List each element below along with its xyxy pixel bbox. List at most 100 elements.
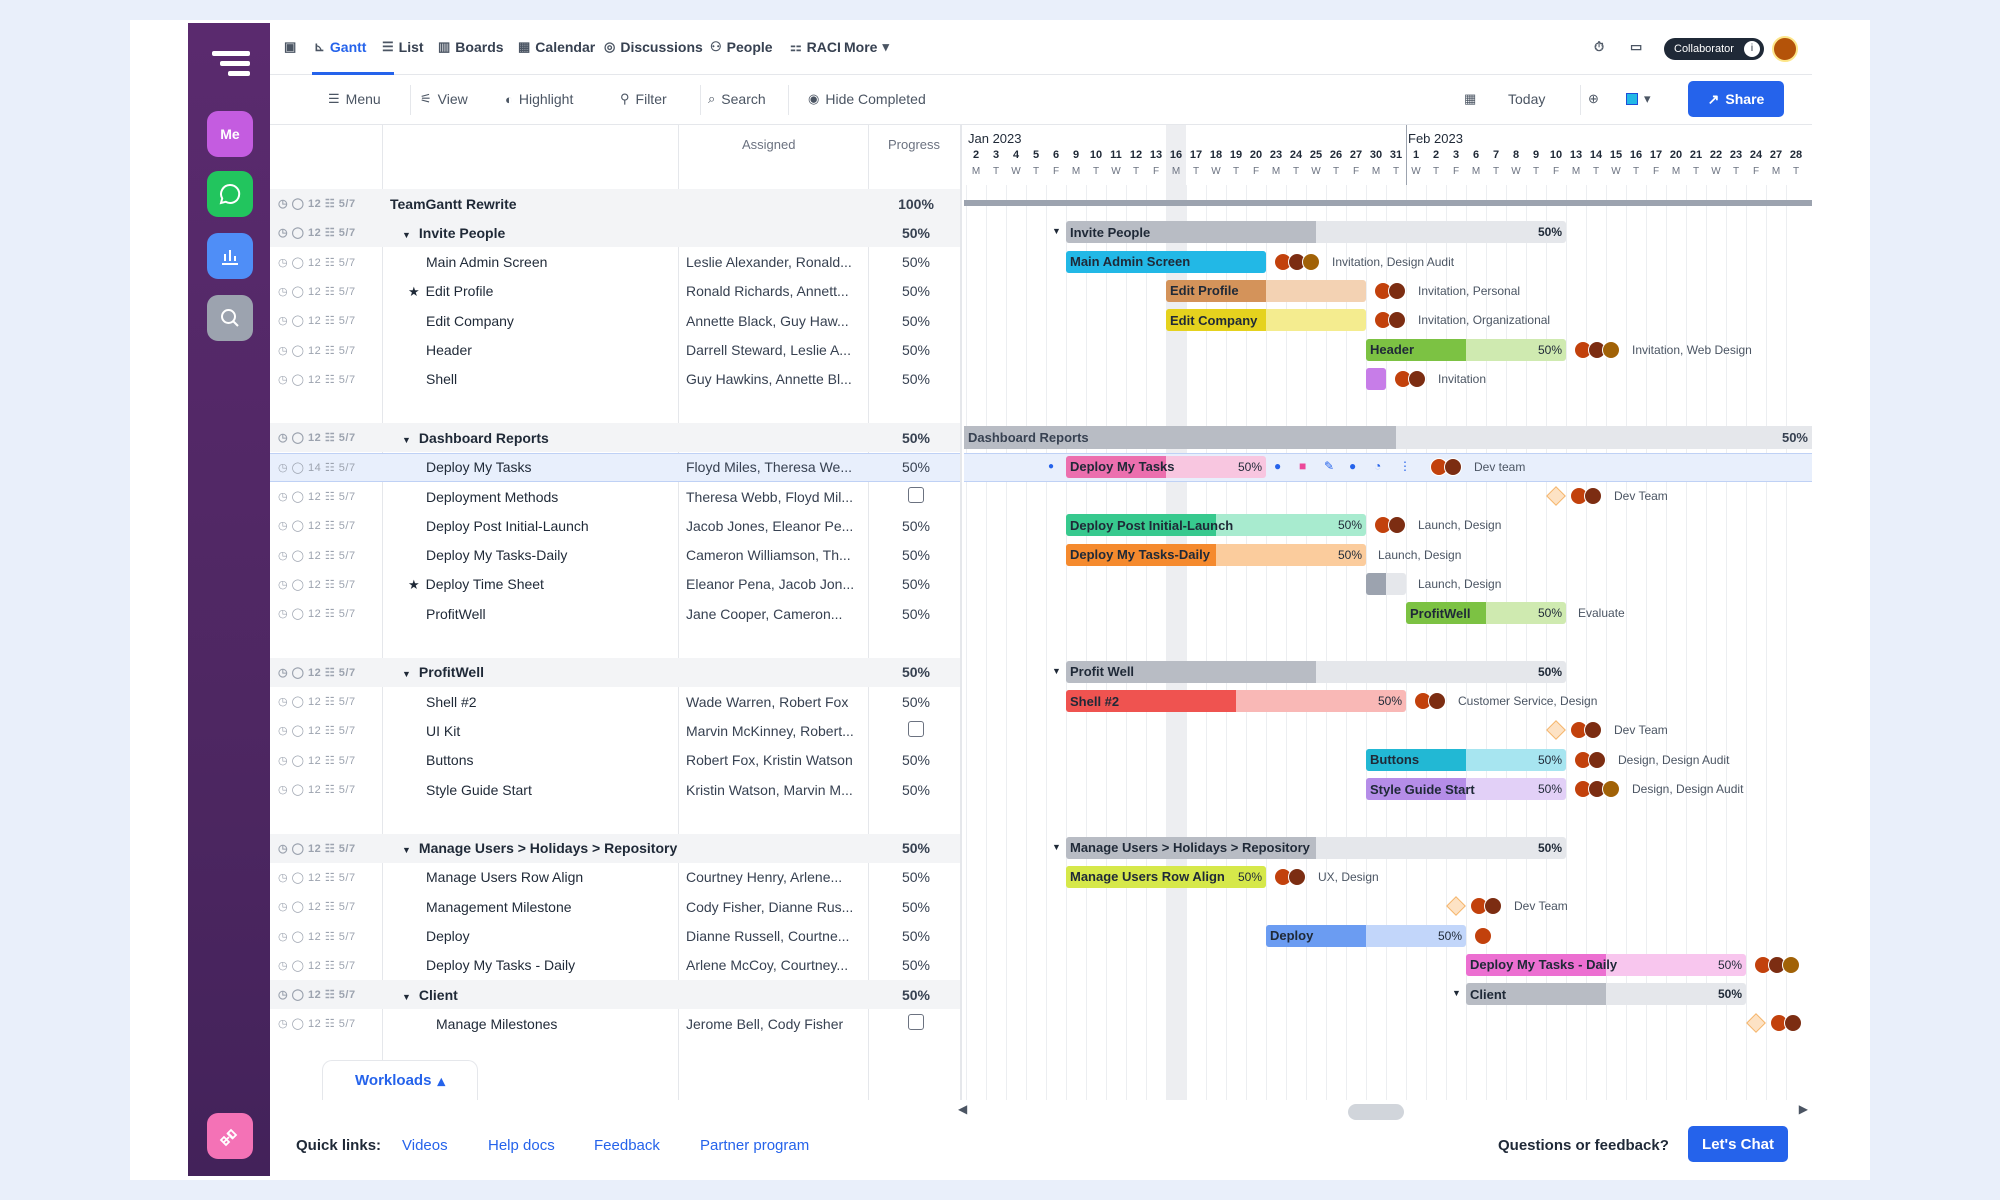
progress-cell[interactable]: 50% [901,986,931,1003]
progress-cell[interactable] [876,487,956,506]
row-meta[interactable]: ◷ ◯ 12 ☷ 5/7 [278,724,378,737]
assignee-avatars[interactable] [1470,897,1502,916]
tab-list[interactable]: ☰ List [382,39,424,55]
table-row[interactable]: ◷ ◯ 12 ☷ 5/7 Deployment Methods Theresa We… [270,482,960,511]
progress-cell[interactable]: 50% [901,371,931,388]
complete-checkbox[interactable] [908,1014,924,1031]
row-meta[interactable]: ◷ ◯ 12 ☷ 5/7 [278,988,378,1001]
assigned-cell[interactable]: Robert Fox, Kristin Watson [686,752,853,769]
tab-discussions[interactable]: ◎ Discussions [604,39,703,55]
user-avatar[interactable] [1772,36,1798,62]
filter-button[interactable]: ⚲ Filter [620,91,667,107]
assigned-cell[interactable]: Leslie Alexander, Ronald... [686,254,852,271]
table-row[interactable]: ◷ ◯ 12 ☷ 5/7 Deploy My Tasks-Daily Cameron… [270,541,960,570]
group-bar[interactable]: Manage Users > Holidays > Repository 50% [1066,836,1566,859]
task-name[interactable]: Style Guide Start [390,782,680,798]
row-meta[interactable]: ◷ ◯ 12 ☷ 5/7 [278,783,378,796]
collapse-caret-icon[interactable]: ▼ [402,229,411,240]
task-name[interactable]: ▼ Dashboard Reports [390,430,680,446]
progress-cell[interactable]: 50% [901,898,931,915]
row-meta[interactable]: ◷ ◯ 12 ☷ 5/7 [278,959,378,972]
task-bar[interactable]: Header 50% [1366,338,1566,361]
chat-icon[interactable] [207,171,253,217]
assignee-avatars[interactable] [1570,721,1602,740]
present-icon[interactable]: ▭ [1630,39,1643,54]
progress-column-header[interactable]: Progress [888,137,941,152]
row-meta[interactable]: ◷ ◯ 12 ☷ 5/7 [278,256,378,269]
highlight-button[interactable]: ◐ Highlight [505,91,573,107]
task-bar[interactable]: Deploy My Tasks - Daily 50% [1466,953,1746,976]
edit-icon[interactable]: ✎ [1324,458,1335,473]
assign-user-icon[interactable]: ● [1349,458,1357,473]
assigned-column-header[interactable]: Assigned [742,137,796,152]
progress-cell[interactable]: 50% [901,517,931,534]
collapse-caret-icon[interactable]: ▼ [402,434,411,445]
table-row[interactable]: ◷ ◯ 12 ☷ 5/7 Buttons Robert Fox, Kristin W… [270,746,960,775]
table-row[interactable]: ◷ ◯ 12 ☷ 5/7 Manage Milestones Jerome Bell… [270,1009,960,1038]
milestone-diamond[interactable] [1546,720,1566,741]
row-meta[interactable]: ◷ ◯ 12 ☷ 5/7 [278,549,378,562]
assignee-avatars[interactable] [1274,252,1320,271]
milestone-diamond[interactable] [1546,486,1566,506]
assigned-cell[interactable]: Darrell Steward, Leslie A... [686,342,851,358]
table-row[interactable]: ◷ ◯ 12 ☷ 5/7 ▼ Invite People 50% [270,218,960,248]
assigned-cell[interactable]: Wade Warren, Robert Fox [686,693,849,710]
task-name[interactable]: ProfitWell [390,606,680,622]
assignee-avatars[interactable] [1414,692,1446,711]
progress-cell[interactable]: 50% [901,664,931,681]
color-swatch-icon[interactable]: ■ [1299,458,1307,473]
calendar-icon[interactable]: ▦ [1464,91,1477,106]
table-row[interactable]: ◷ ◯ 12 ☷ 5/7 Shell #2 Wade Warren, Robert … [270,687,960,716]
table-row[interactable]: ◷ ◯ 12 ☷ 5/7 ▼ Manage Users > Holidays > R… [270,833,960,863]
collapse-caret-icon[interactable]: ▼ [1052,226,1061,237]
scroll-thumb[interactable] [1348,1104,1404,1120]
progress-cell[interactable]: 50% [901,254,931,271]
tab-raci[interactable]: ⚏ RACI [790,39,841,55]
task-name[interactable]: ★ Edit Profile [390,283,680,300]
assignee-avatars[interactable] [1274,867,1306,886]
assigned-cell[interactable]: Eleanor Pena, Jacob Jon... [686,576,855,593]
help-docs-link[interactable]: Help docs [488,1137,555,1154]
table-row[interactable]: ◷ ◯ 12 ☷ 5/7 Deploy My Tasks - Daily Arlen… [270,951,960,980]
more-options-icon[interactable]: ⋮ [1399,458,1411,473]
assigned-cell[interactable]: Marvin McKinney, Robert... [686,722,854,739]
assignee-avatars[interactable] [1570,487,1602,505]
task-bar[interactable]: Deploy My Tasks-Daily 50% [1066,543,1366,566]
task-name[interactable]: Deploy [390,928,680,944]
table-row[interactable]: ◷ ◯ 12 ☷ 5/7 Header Darrell Steward, Lesli… [270,336,960,365]
task-name[interactable]: ★ Deploy Time Sheet [390,576,680,593]
reports-icon[interactable] [207,233,253,279]
table-row[interactable]: ◷ ◯ 12 ☷ 5/7 ▼ ProfitWell 50% [270,657,960,687]
zoom-icon[interactable]: ⊕ [1588,91,1599,106]
assigned-cell[interactable]: Guy Hawkins, Annette Bl... [686,371,852,388]
assignee-avatars[interactable] [1394,369,1426,388]
assigned-cell[interactable]: Courtney Henry, Arlene... [686,869,843,886]
progress-cell[interactable]: 50% [901,224,931,241]
row-meta[interactable]: ◷ ◯ 12 ☷ 5/7 [278,314,378,327]
row-meta[interactable]: ◷ ◯ 14 ☷ 5/7 [278,461,378,474]
row-meta[interactable]: ◷ ◯ 12 ☷ 5/7 [278,695,378,708]
group-bar[interactable]: Dashboard Reports 50% [964,426,1812,450]
table-row[interactable]: ◷ ◯ 12 ☷ 5/7 Deploy Post Initial-Launch Ja… [270,511,960,540]
row-meta[interactable]: ◷ ◯ 12 ☷ 5/7 [278,930,378,943]
task-name[interactable]: Deploy Post Initial-Launch [390,518,680,534]
table-row[interactable]: ◷ ◯ 12 ☷ 5/7 Edit Company Annette Black, G… [270,306,960,335]
table-row[interactable]: ◷ ◯ 12 ☷ 5/7 UI Kit Marvin McKinney, Rober… [270,716,960,745]
assignee-avatars[interactable] [1374,311,1406,330]
assigned-cell[interactable]: Cameron Williamson, Th... [686,547,851,564]
row-meta[interactable]: ◷ ◯ 12 ☷ 5/7 [278,373,378,386]
tab-people[interactable]: ⚇ People [710,39,773,55]
collapse-caret-icon[interactable]: ▼ [1452,988,1461,999]
dependency-dot-icon[interactable]: ● [1048,460,1055,472]
horizontal-scrollbar[interactable]: ◀ ▶ [958,1100,1812,1120]
table-row[interactable]: ◷ ◯ 12 ☷ 5/7 ★ Edit Profile Ronald Richards… [270,277,960,306]
scroll-left-icon[interactable]: ◀ [958,1102,968,1116]
color-picker[interactable]: ▾ [1626,91,1651,107]
tab-calendar[interactable]: ▦ Calendar [518,39,595,55]
progress-cell[interactable]: 50% [901,693,931,710]
assigned-cell[interactable]: Ronald Richards, Annett... [686,283,849,300]
task-name[interactable]: ▼ Invite People [390,225,680,241]
partner-program-link[interactable]: Partner program [700,1137,810,1154]
tab-boards[interactable]: ▥ Boards [438,39,504,55]
collaborator-badge[interactable]: Collaborator i [1664,38,1764,60]
